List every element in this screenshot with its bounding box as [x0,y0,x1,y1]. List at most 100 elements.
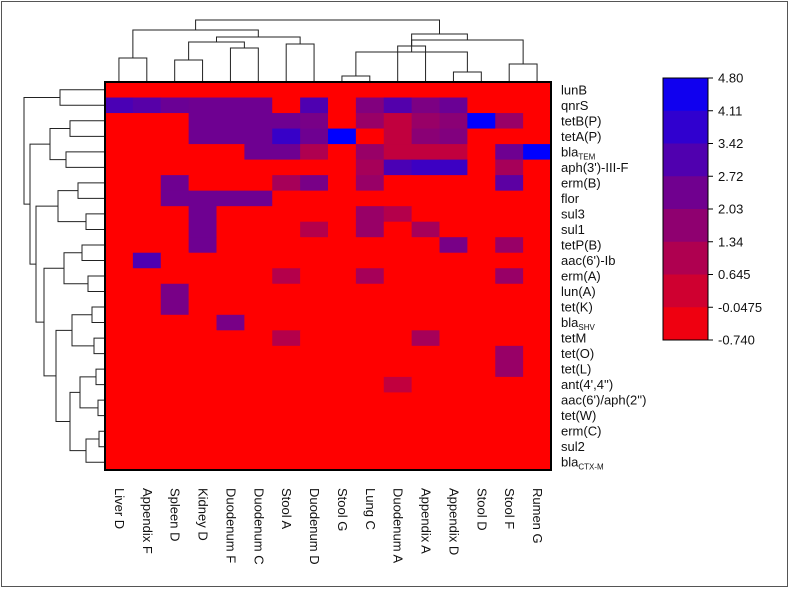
heatmap-cell [467,82,496,99]
heatmap-cell [216,268,245,285]
row-label: tet(W) [561,408,596,423]
heatmap-cell [439,392,468,409]
heatmap-cell [523,454,552,471]
heatmap-cell [244,190,273,207]
dendrogram-branch [174,59,204,82]
heatmap-cell [523,144,552,161]
heatmap-cell [467,190,496,207]
heatmap-cell [105,283,134,300]
heatmap-cell [411,252,441,269]
heatmap-cell [132,175,162,192]
heatmap-cell [439,113,468,130]
heatmap-cell [495,454,524,471]
heatmap-cell [188,144,218,161]
heatmap-cell [383,407,413,425]
heatmap-cell [328,144,357,161]
heatmap-cell [160,221,190,238]
color-scale-tick-label: 4.11 [718,103,742,118]
heatmap-cell [216,345,245,362]
heatmap-cell [105,190,134,207]
heatmap-cell [467,237,496,254]
heatmap-cell [216,423,245,440]
heatmap-cell [467,159,496,176]
heatmap-cell [355,144,385,161]
heatmap-cell [300,299,329,316]
heatmap-cell [216,237,245,254]
column-label: Stool G [335,488,350,531]
dendrogram-branch [95,368,105,386]
heatmap-cell [132,314,162,331]
heatmap-cell [467,361,496,378]
heatmap-cell [523,252,552,269]
heatmap-cell [216,128,245,145]
heatmap-cell [272,438,301,456]
heatmap-cell [300,407,329,425]
heatmap-cell [244,330,273,347]
heatmap-cell [411,330,441,347]
heatmap-cell [272,175,301,192]
column-label: Duodenum F [223,488,238,563]
color-scale-tick-label: 3.42 [718,136,743,151]
heatmap-cell [132,128,162,145]
heatmap-cell [244,206,273,223]
heatmap-cell [160,237,190,254]
heatmap-cell [495,268,524,285]
dendrogram-branch [65,151,105,168]
color-scale-legend: 4.80 4.11 3.42 2.72 2.03 1.34 0.645 -0.0475 -0.7… [662,71,762,348]
heatmap-cell [355,283,385,300]
heatmap-cell [216,376,245,393]
heatmap-cell [383,221,413,238]
heatmap-cell [188,252,218,269]
heatmap-cell [272,268,301,285]
dendrogram-branch [508,63,538,82]
heatmap-cell [467,144,496,161]
heatmap-cell [355,82,385,99]
heatmap-cell [188,221,218,238]
heatmap-cell [132,299,162,316]
heatmap-cell [272,345,301,362]
dendrogram-branch [216,36,301,44]
row-label: tetB(P) [561,113,601,128]
heatmap-cell [328,345,357,362]
heatmap-cell [523,407,552,425]
row-label: tet(K) [561,300,593,315]
heatmap-cell [105,438,134,456]
heatmap-cell [328,237,357,254]
dendrogram-branch [452,71,482,82]
heatmap-cell [160,345,190,362]
heatmap-cell [523,82,552,99]
heatmap-cell [328,423,357,440]
heatmap-cell [355,268,385,285]
heatmap-cell [495,299,524,316]
heatmap-cell [132,237,162,254]
dendrogram-branch [29,143,50,265]
heatmap-cell [383,438,413,456]
heatmap-cell [383,314,413,331]
dendrogram-branch [59,89,105,106]
heatmap-cell [355,345,385,362]
heatmap-cell [216,144,245,161]
heatmap-cell [272,314,301,331]
heatmap-cell [105,175,134,192]
heatmap-cell [244,407,273,425]
dendrogram-branch [85,213,105,230]
heatmap-cell [272,423,301,440]
heatmap-cell [383,361,413,378]
heatmap-cell [411,128,441,145]
heatmap-cell [300,314,329,331]
heatmap-cell [272,206,301,223]
heatmap-cell [523,113,552,130]
heatmap-cell [160,407,190,425]
heatmap-cell [467,392,496,409]
heatmap-cell [495,392,524,409]
heatmap-cell [244,82,273,99]
heatmap-cell [300,128,329,145]
dendrogram-branch [195,19,440,34]
heatmap-cell [355,221,385,238]
heatmap-cell [272,454,301,471]
heatmap-cell [160,206,190,223]
heatmap-cell [132,82,162,99]
heatmap-cell [328,283,357,300]
heatmap-cell [495,407,524,425]
